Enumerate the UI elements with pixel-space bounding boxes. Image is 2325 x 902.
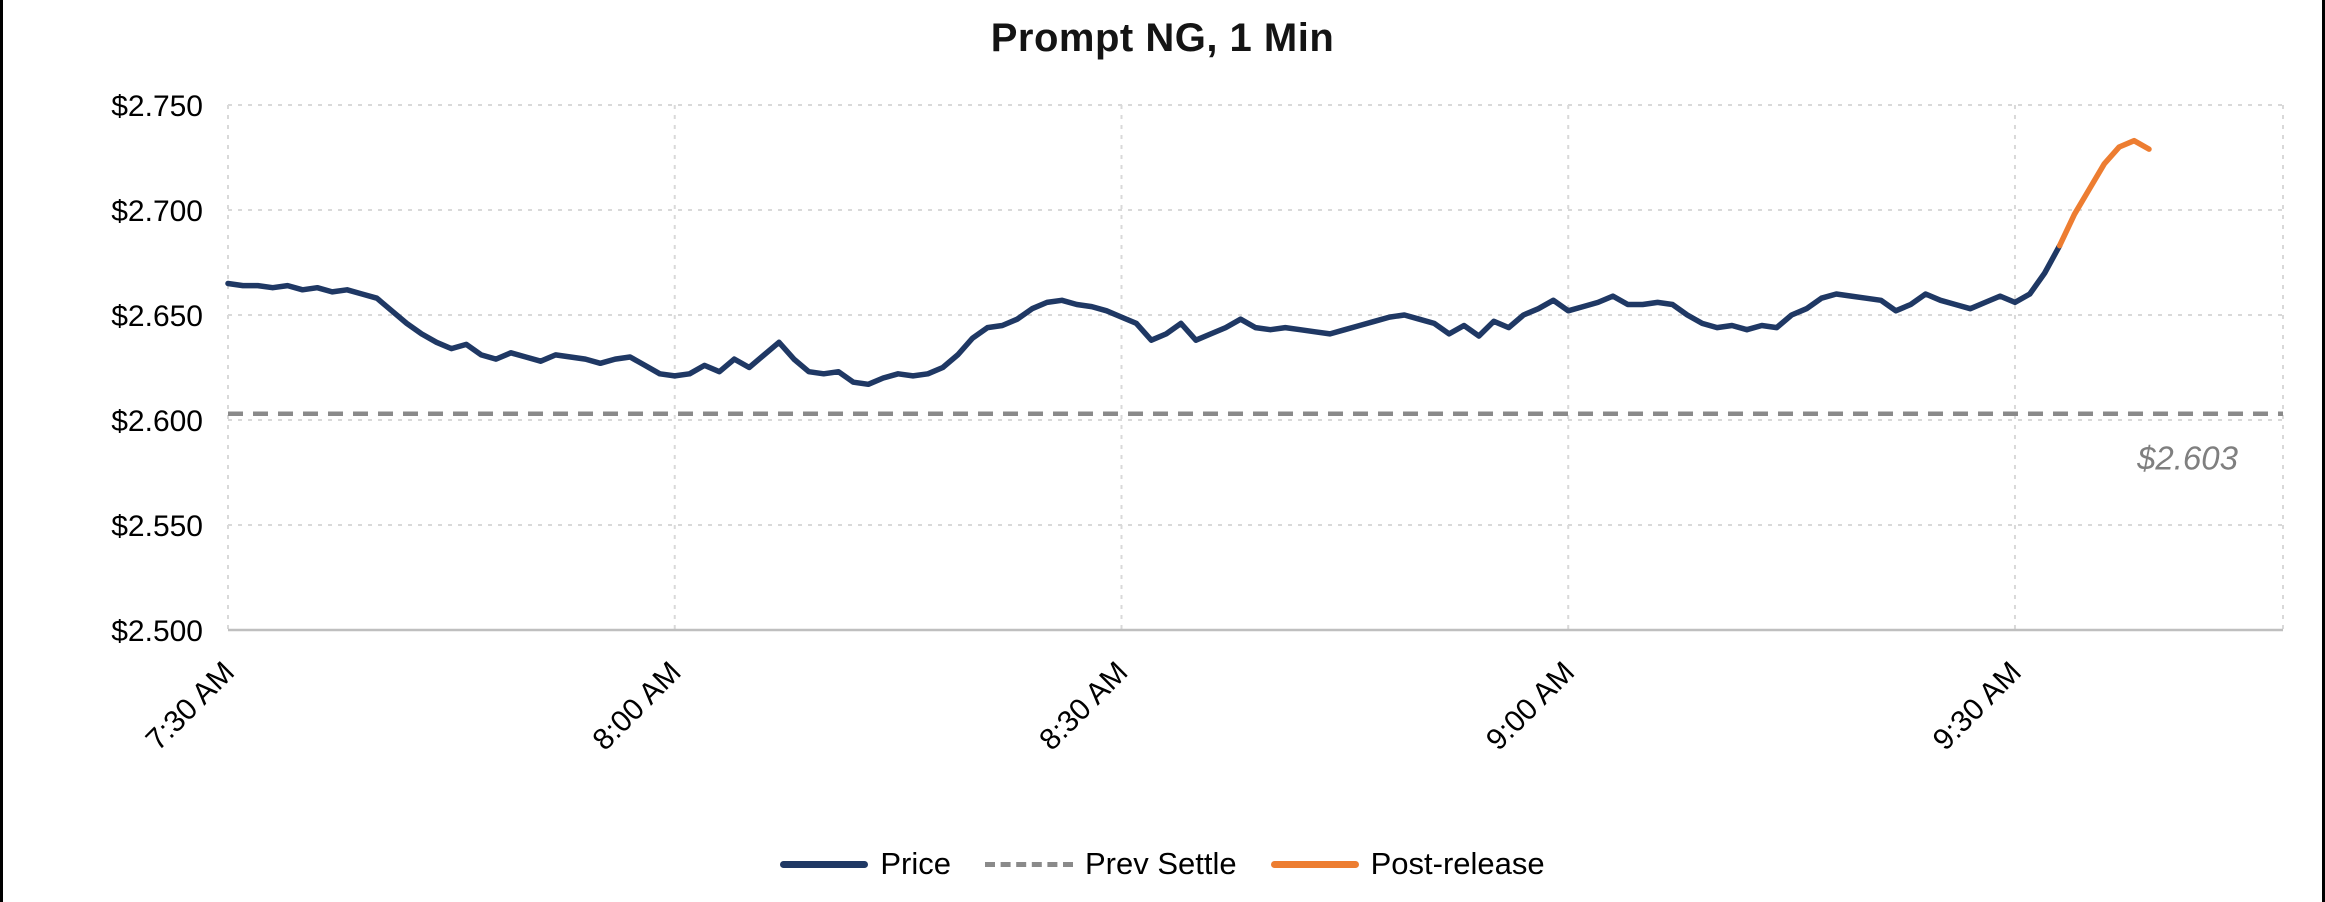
prev-settle-line-sample: [984, 861, 1073, 867]
chart-title: Prompt NG, 1 Min: [990, 16, 1335, 60]
legend-item-prev-settle: Prev Settle: [984, 846, 1237, 882]
x-axis-tick-label: 9:00 AM: [1480, 656, 1581, 757]
x-axis-tick-label: 9:30 AM: [1927, 656, 2028, 757]
prev-settle-annotation: $2.603: [2136, 440, 2239, 477]
y-axis-tick-label: $2.750: [111, 90, 203, 123]
y-axis-tick-label: $2.600: [111, 405, 203, 438]
series-line-price: [225, 242, 2063, 388]
x-axis-tick-label: 8:00 AM: [587, 656, 688, 757]
y-axis-tick-label: $2.500: [111, 615, 203, 648]
legend-label-post-release: Post-release: [1370, 846, 1545, 881]
price-chart: $2.750 $2.700 $2.650 $2.600 $2.550 $2.500 7:30…: [111, 90, 2284, 757]
price-line-sample: [780, 860, 869, 868]
y-axis-tick-label: $2.700: [111, 195, 203, 228]
series-line-post-release: [2056, 137, 2152, 249]
y-axis-tick-label: $2.550: [111, 510, 203, 543]
chart-legend: Price Prev Settle Post-release: [3, 846, 2322, 882]
y-axis-tick-label: $2.650: [111, 300, 203, 333]
legend-item-price: Price: [780, 846, 951, 882]
legend-label-price: Price: [880, 846, 951, 881]
post-release-line-sample: [1270, 860, 1359, 868]
legend-item-post-release: Post-release: [1270, 846, 1545, 882]
x-axis-tick-label: 8:30 AM: [1033, 656, 1134, 757]
legend-label-prev-settle: Prev Settle: [1084, 846, 1237, 881]
x-axis-tick-label: 7:30 AM: [140, 656, 241, 757]
